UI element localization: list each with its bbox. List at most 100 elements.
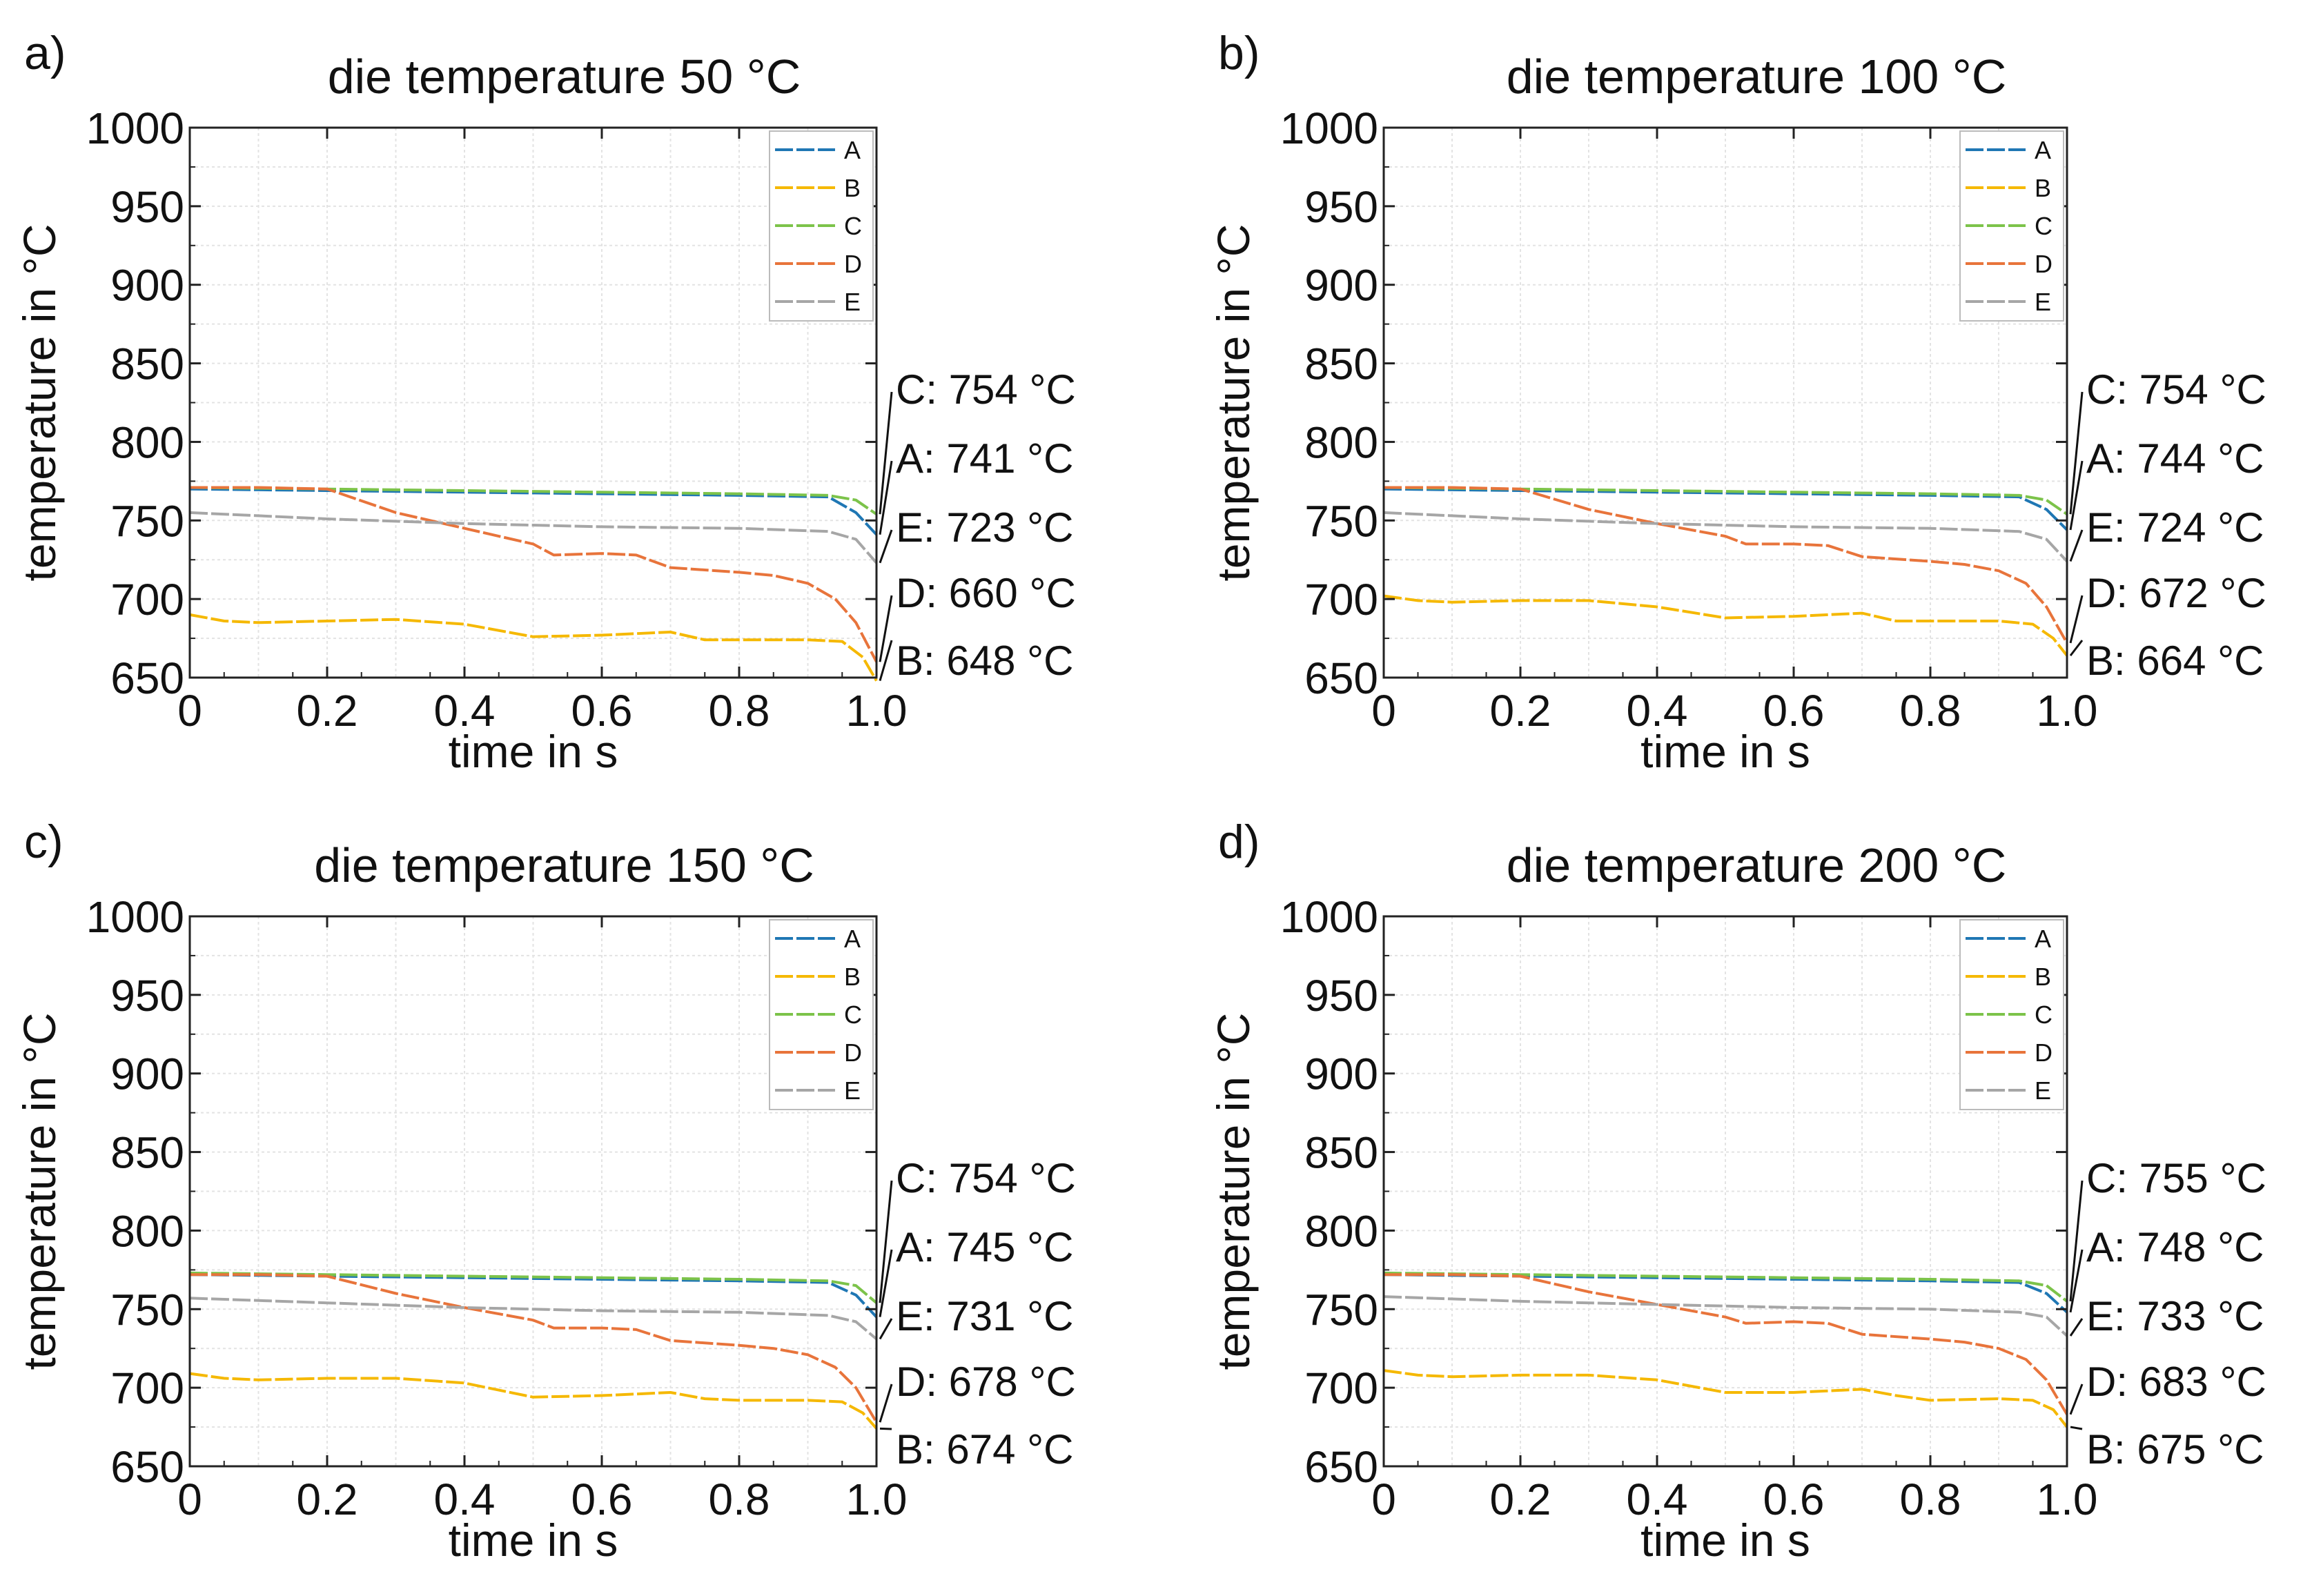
y-tick-label: 700 [1304,575,1378,624]
annotation-label: E: 731 °C [896,1293,1073,1339]
series-line-E [189,1297,878,1341]
y-tick-label: 700 [1304,1363,1378,1413]
y-tick-label: 850 [110,1128,184,1178]
legend-label-D: D [844,250,862,278]
annotation-leader [879,1249,893,1317]
x-tick-label: 0.2 [1490,1475,1551,1524]
annotation-label: B: 674 °C [896,1426,1073,1472]
series-line-C [189,486,878,515]
annotation-label: B: 648 °C [896,638,1073,684]
legend-label-B: B [844,174,861,202]
y-tick-label: 900 [110,1050,184,1099]
legend-label-C: C [2035,1001,2053,1029]
y-tick-label: 800 [1304,417,1378,467]
x-tick-label: 0.8 [1900,1475,1961,1524]
y-tick-label: 700 [110,1363,184,1413]
annotation-label: D: 683 °C [2086,1359,2266,1405]
series-line-D [190,1273,878,1423]
annotation-label: C: 754 °C [2086,366,2266,413]
chart-title: die temperature 150 °C [314,838,814,892]
y-tick-label: 750 [110,496,184,546]
series-line-E [1383,1295,2068,1337]
annotation-leader [2069,391,2084,515]
series-line-D [190,486,878,663]
annotation-leader [879,1180,893,1303]
y-tick-label: 1000 [86,892,184,942]
series-line-D [1384,486,2068,644]
x-tick-label: 0 [1371,1475,1396,1524]
x-tick-label: 0.8 [1900,686,1961,736]
series-line-C [189,1271,878,1304]
y-axis-label: temperature in °C [1208,224,1259,582]
y-tick-label: 800 [110,417,184,467]
y-tick-label: 1000 [1280,104,1378,153]
annotation-leader [879,529,893,564]
chart-panel-a: 0 0.2 0.4 0.6 0.8 1.0 650 700 750 800 850 900 950 100… [14,27,1076,777]
y-tick-label: 850 [110,339,184,389]
series-line-B [1383,1369,2068,1428]
annotation-label: A: 745 °C [896,1224,1073,1270]
x-tick-label: 1.0 [2037,1475,2098,1524]
annotation-leader [2069,529,2084,562]
annotation-label: B: 664 °C [2086,638,2264,684]
series-line-E [189,511,878,564]
series-line-A [1383,487,2068,531]
annotation-leader [879,391,893,515]
annotation-label: C: 755 °C [2086,1155,2266,1201]
x-tick-label: 0.4 [1627,686,1688,736]
legend-label-E: E [844,288,861,316]
series-line-E [1383,511,2068,562]
series-line-B [189,613,878,682]
x-tick-label: 0.6 [1763,686,1825,736]
x-tick-label: 0.4 [1627,1475,1688,1524]
x-tick-label: 0.2 [297,1475,358,1524]
annotation-label: C: 754 °C [896,1155,1076,1201]
annotation-leader [2069,1383,2084,1415]
y-tick-label: 850 [1304,339,1378,389]
legend-label-C: C [844,1001,862,1029]
chart-panel-c: 0 0.2 0.4 0.6 0.8 1.0 650 700 750 800 850 900 950 100… [14,816,1076,1566]
legend-label-B: B [844,963,861,991]
y-tick-label: 650 [110,1442,184,1492]
y-tick-label: 800 [1304,1206,1378,1256]
series-line-C [1383,1271,2068,1303]
legend-label-D: D [2035,1038,2053,1067]
x-tick-label: 1.0 [846,686,908,736]
y-tick-label: 1000 [1280,892,1378,942]
annotation-label: E: 733 °C [2086,1293,2264,1339]
series-line-A [189,1273,878,1319]
x-tick-label: 0.4 [434,686,496,736]
y-tick-label: 650 [1304,1442,1378,1492]
chart-panel-d: 0 0.2 0.4 0.6 0.8 1.0 650 700 750 800 850 900 950 100… [1208,816,2266,1566]
y-tick-label: 700 [110,575,184,624]
annotation-label: A: 748 °C [2086,1224,2264,1270]
x-tick-label: 0.6 [1763,1475,1825,1524]
annotation-leader [2069,595,2084,644]
series-line-B [1383,594,2068,657]
series-line-B [189,1372,878,1430]
y-tick-label: 1000 [86,104,184,153]
chart-title: die temperature 200 °C [1507,838,2007,892]
legend-label-D: D [2035,250,2053,278]
y-tick-label: 650 [110,653,184,703]
x-tick-label: 0.2 [1490,686,1551,736]
annotation-leader [2069,640,2084,657]
y-tick-label: 900 [1304,1050,1378,1099]
annotation-leader [879,460,893,535]
y-axis-label: temperature in °C [1208,1013,1259,1370]
x-axis-label: time in s [1640,1515,1810,1566]
legend-label-B: B [2035,174,2051,202]
annotation-label: A: 741 °C [896,435,1073,482]
annotation-label: D: 660 °C [896,570,1076,616]
x-tick-label: 0 [1371,686,1396,736]
annotation-label: D: 672 °C [2086,570,2266,616]
y-tick-label: 750 [1304,1285,1378,1334]
legend-label-C: C [2035,212,2053,240]
annotation-leader [2069,1249,2084,1313]
legend-label-A: A [2035,136,2051,164]
annotation-label: A: 744 °C [2086,435,2264,482]
x-axis-label: time in s [449,1515,618,1566]
series-line-A [189,487,878,536]
x-tick-label: 1.0 [2037,686,2098,736]
